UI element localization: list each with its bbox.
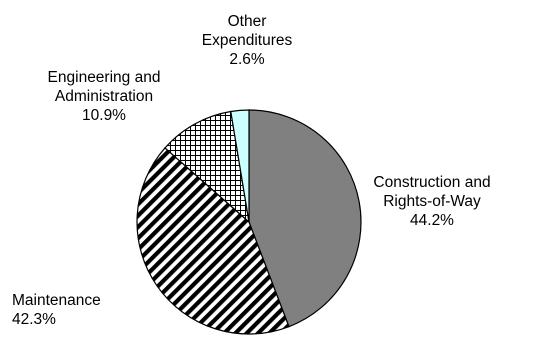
slice-label-engineering-and-administration-line-2: Administration	[55, 88, 153, 105]
pie-slice-construction-and-rights-of-way	[248, 109, 362, 328]
slice-label-other-expenditures-line-2: Expenditures	[202, 32, 293, 49]
slice-label-other-expenditures-line-1: Other	[228, 13, 267, 30]
pie-slice-other-expenditures	[230, 109, 250, 223]
pie-slice-engineering-and-administration	[164, 110, 250, 224]
slice-label-maintenance-line-1: Maintenance	[12, 292, 101, 309]
slice-label-engineering-and-administration-line-1: Engineering and	[48, 69, 161, 86]
pie-slice-maintenance	[136, 147, 290, 335]
slice-label-maintenance-value: 42.3%	[12, 311, 56, 328]
slice-label-engineering-and-administration-value: 10.9%	[82, 107, 126, 124]
slice-label-construction-and-rights-of-way-line-1: Construction and	[373, 174, 490, 191]
slice-label-construction-and-rights-of-way-line-2: Rights-of-Way	[383, 193, 481, 210]
slice-label-construction-and-rights-of-way-value: 44.2%	[410, 212, 454, 229]
pie-slices	[136, 109, 362, 335]
slice-labels: Construction and Rights-of-Way 44.2% Mainte…	[12, 13, 491, 328]
slice-label-other-expenditures-value: 2.6%	[229, 51, 265, 68]
